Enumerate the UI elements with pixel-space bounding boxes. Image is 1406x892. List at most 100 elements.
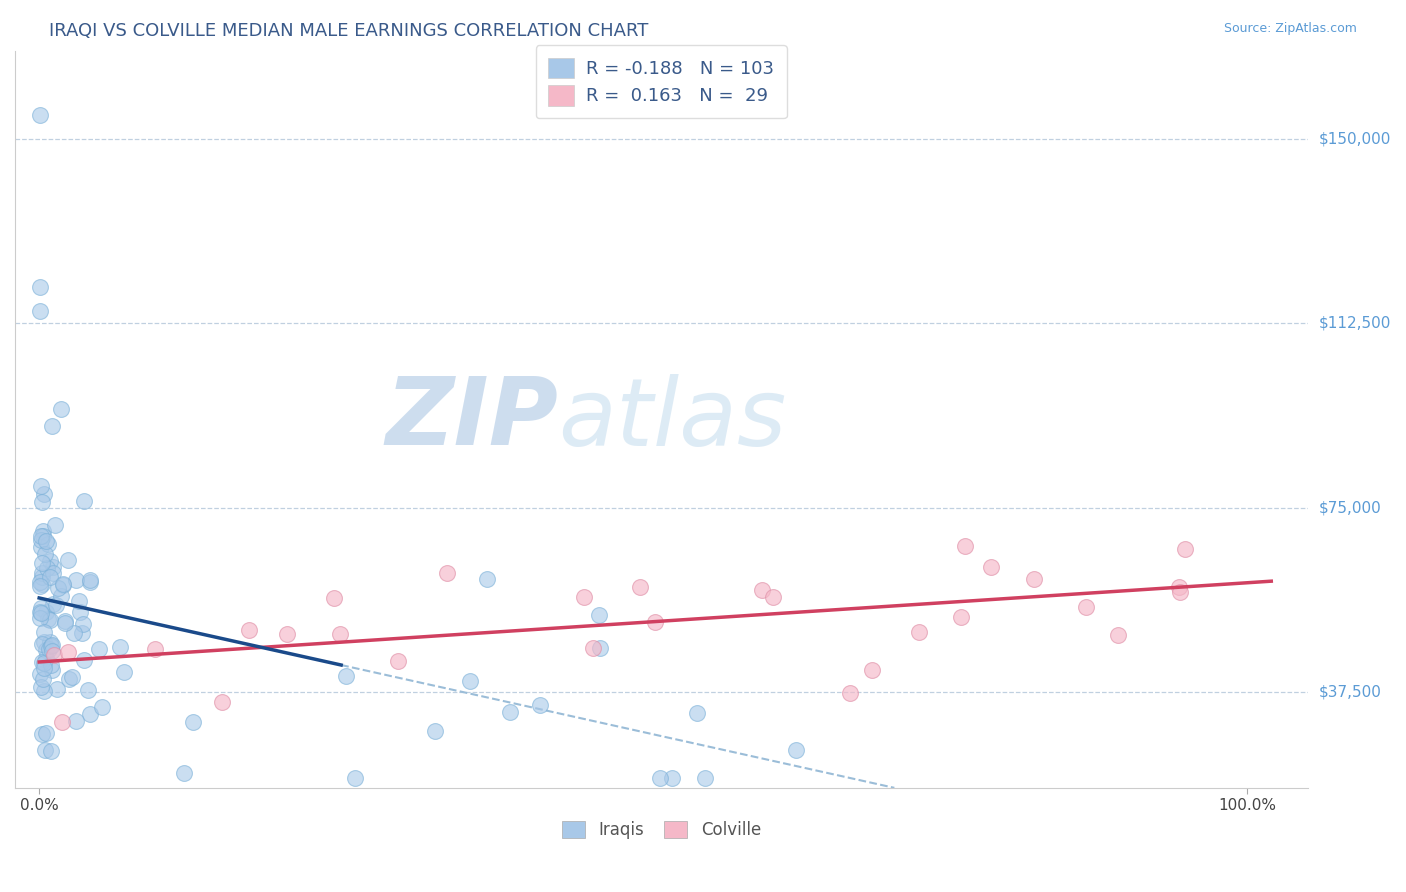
Point	[44, 517, 66, 532]
Point	[69, 605, 91, 619]
Point	[839, 686, 862, 700]
Point	[31, 727, 53, 741]
Point	[276, 627, 298, 641]
Point	[460, 674, 482, 689]
Point	[42, 597, 65, 611]
Point	[31, 566, 53, 580]
Text: atlas: atlas	[558, 374, 786, 465]
Text: $112,500: $112,500	[1319, 316, 1391, 331]
Point	[52, 578, 75, 592]
Point	[41, 566, 63, 580]
Text: $75,000: $75,000	[1319, 500, 1381, 516]
Point	[30, 540, 52, 554]
Point	[32, 673, 55, 687]
Point	[108, 640, 131, 655]
Point	[32, 486, 55, 500]
Point	[31, 577, 53, 591]
Point	[30, 279, 52, 293]
Point	[79, 574, 101, 588]
Point	[499, 705, 522, 719]
Point	[145, 642, 167, 657]
Point	[41, 644, 63, 658]
Point	[72, 625, 94, 640]
Point	[56, 644, 79, 658]
Point	[34, 547, 56, 561]
Point	[46, 682, 69, 697]
Point	[31, 680, 53, 694]
Point	[693, 771, 716, 785]
Point	[785, 743, 807, 757]
Point	[30, 574, 52, 589]
Point	[37, 612, 59, 626]
Point	[477, 572, 499, 586]
Point	[34, 743, 56, 757]
Point	[46, 581, 69, 595]
Point	[79, 706, 101, 721]
Point	[30, 606, 52, 620]
Point	[343, 771, 366, 785]
Point	[112, 665, 135, 679]
Point	[38, 641, 60, 656]
Point	[65, 573, 87, 587]
Point	[30, 107, 52, 121]
Point	[32, 656, 55, 670]
Point	[53, 616, 76, 631]
Point	[30, 605, 52, 619]
Point	[31, 570, 53, 584]
Text: IRAQI VS COLVILLE MEDIAN MALE EARNINGS CORRELATION CHART: IRAQI VS COLVILLE MEDIAN MALE EARNINGS C…	[49, 22, 648, 40]
Point	[628, 580, 651, 594]
Point	[661, 771, 683, 785]
Point	[35, 651, 58, 665]
Point	[30, 479, 52, 493]
Point	[73, 653, 96, 667]
Point	[572, 590, 595, 604]
Point	[183, 715, 205, 730]
Point	[38, 569, 60, 583]
Point	[38, 613, 60, 627]
Point	[32, 624, 55, 639]
Point	[686, 706, 709, 720]
Point	[45, 599, 67, 613]
Point	[72, 616, 94, 631]
Point	[387, 655, 409, 669]
Point	[30, 528, 52, 542]
Point	[1168, 580, 1191, 594]
Point	[425, 723, 447, 738]
Point	[34, 606, 56, 620]
Point	[73, 493, 96, 508]
Point	[908, 625, 931, 640]
Point	[648, 771, 671, 785]
Point	[30, 601, 52, 615]
Point	[53, 614, 76, 628]
Point	[37, 560, 59, 574]
Point	[34, 684, 56, 698]
Point	[91, 700, 114, 714]
Point	[323, 591, 346, 606]
Point	[39, 658, 62, 673]
Point	[173, 765, 195, 780]
Point	[41, 663, 63, 677]
Point	[41, 560, 63, 574]
Point	[31, 655, 53, 669]
Point	[67, 593, 90, 607]
Point	[52, 577, 75, 591]
Point	[65, 714, 87, 728]
Point	[49, 589, 72, 603]
Point	[34, 635, 56, 649]
Point	[31, 495, 53, 509]
Text: Source: ZipAtlas.com: Source: ZipAtlas.com	[1223, 22, 1357, 36]
Point	[211, 695, 233, 709]
Point	[58, 553, 80, 567]
Point	[77, 682, 100, 697]
Point	[762, 590, 785, 604]
Point	[1107, 628, 1129, 642]
Point	[589, 641, 612, 656]
Point	[581, 641, 603, 656]
Point	[30, 611, 52, 625]
Point	[35, 642, 58, 657]
Point	[31, 556, 53, 570]
Point	[751, 583, 773, 598]
Point	[950, 610, 973, 624]
Point	[1174, 541, 1197, 556]
Point	[51, 401, 73, 416]
